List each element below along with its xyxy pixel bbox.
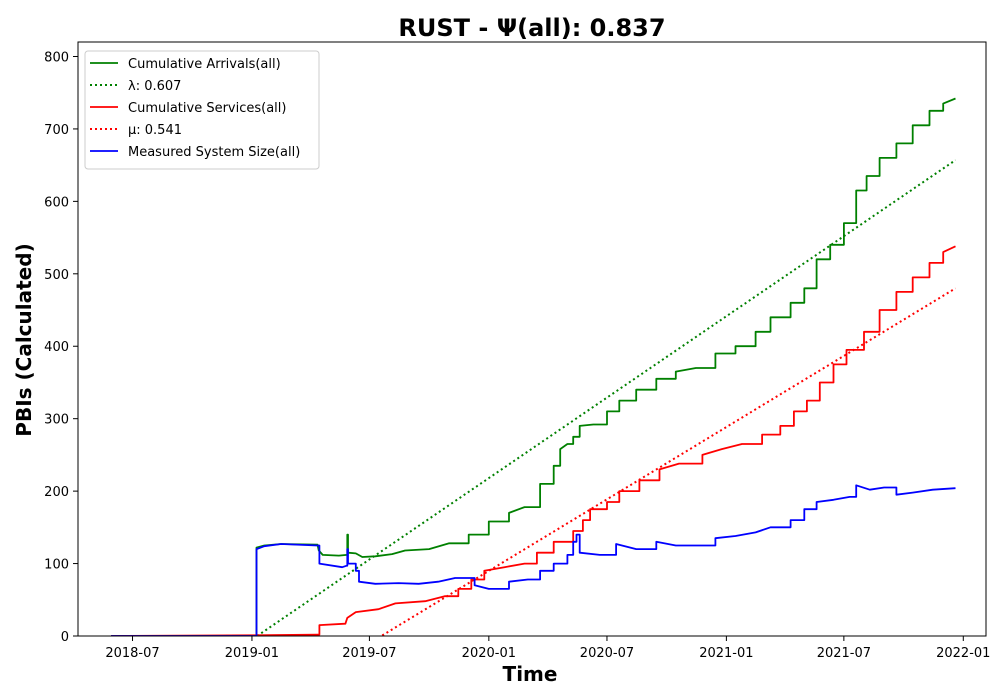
series-line-4 [111,484,956,636]
legend-label: Measured System Size(all) [128,145,300,160]
x-tick-label: 2019-07 [342,646,396,661]
x-tick-label: 2020-01 [462,646,516,661]
x-tick-label: 2022-01 [936,646,990,661]
y-tick-label: 800 [44,50,69,65]
y-tick-label: 200 [44,485,69,500]
x-tick-label: 2021-01 [699,646,753,661]
x-tick-label: 2020-07 [580,646,634,661]
legend-label: Cumulative Services(all) [128,101,286,116]
legend-box [84,50,320,170]
plot-frame [77,41,987,637]
y-tick-label: 100 [44,558,69,573]
y-tick-label: 300 [44,413,69,428]
y-tick-label: 600 [44,195,69,210]
y-axis-label: PBIs (Calculated) [12,243,36,436]
legend: Cumulative Arrivals(all) λ: 0.607 Cumulati… [84,50,320,170]
series-line-3 [379,287,957,636]
y-tick-label: 700 [44,123,69,138]
x-axis-label: Time [503,662,558,686]
y-tick-label: 400 [44,340,69,355]
legend-label: λ: 0.607 [128,79,181,94]
x-tick-label: 2019-01 [225,646,279,661]
x-axis: 2018-07 2019-01 2019-07 2020-01 2020-07 2021-… [105,636,990,661]
chart-title: RUST - Ψ(all): 0.837 [398,14,665,42]
x-tick-label: 2018-07 [105,646,159,661]
y-tick-label: 0 [61,630,69,645]
series-line-2 [111,245,956,636]
legend-label: Cumulative Arrivals(all) [128,57,281,72]
x-tick-label: 2021-07 [817,646,871,661]
y-axis: 0 100 200 300 400 500 600 700 800 [44,50,78,645]
y-tick-label: 500 [44,268,69,283]
series-layer [111,97,957,636]
series-line-1 [256,159,957,636]
legend-label: μ: 0.541 [128,123,182,138]
